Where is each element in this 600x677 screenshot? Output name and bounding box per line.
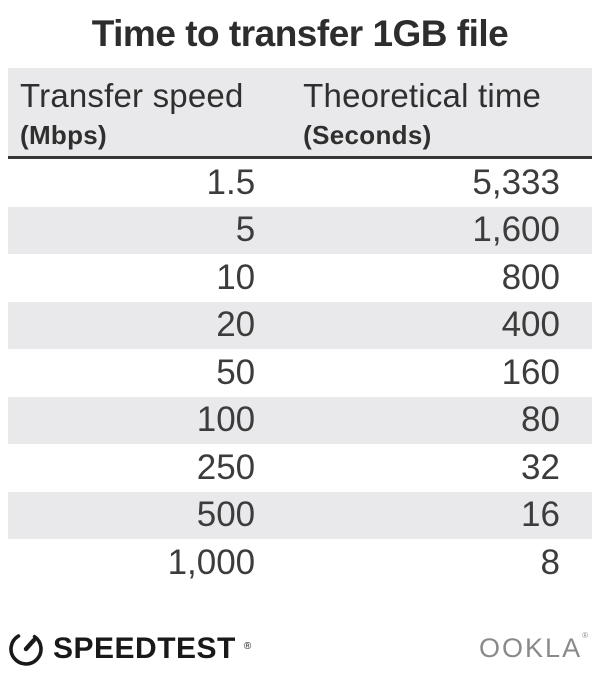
speed-cell: 1.5: [206, 162, 256, 202]
table-row: 20 400: [8, 301, 592, 349]
table-row: 10 800: [8, 254, 592, 302]
table-row: 100 80: [8, 396, 592, 444]
time-cell: 1,600: [472, 210, 560, 250]
time-cell: 80: [521, 400, 560, 440]
time-cell: 16: [521, 495, 560, 535]
speed-cell: 500: [196, 495, 256, 535]
column-header-time: Theoretical time (Seconds): [294, 77, 592, 156]
time-cell: 400: [501, 305, 560, 345]
speedtest-gauge-icon: [7, 630, 45, 668]
speedtest-logo: SPEEDTEST ®: [7, 630, 251, 668]
speed-cell: 100: [196, 400, 256, 440]
ookla-wordmark: OOKLA: [479, 633, 583, 663]
speed-cell: 50: [216, 352, 256, 392]
speedtest-trademark: ®: [243, 641, 252, 652]
speedtest-wordmark: SPEEDTEST: [53, 631, 236, 665]
column-unit-time: (Seconds): [303, 120, 432, 150]
time-cell: 5,333: [472, 162, 560, 202]
table-header: Transfer speed (Mbps) Theoretical time (…: [8, 68, 592, 159]
speed-cell: 5: [235, 210, 256, 250]
page-title: Time to transfer 1GB file: [91, 13, 509, 54]
ookla-logo: OOKLA®: [479, 631, 590, 664]
table-row: 1.5 5,333: [8, 159, 592, 207]
table-row: 50 160: [8, 349, 592, 397]
speed-cell: 10: [216, 257, 256, 297]
footer: SPEEDTEST ® OOKLA®: [7, 630, 590, 668]
table-row: 250 32: [8, 444, 592, 492]
time-cell: 8: [540, 542, 560, 582]
time-cell: 800: [501, 257, 560, 297]
column-label-speed: Transfer speed: [20, 77, 244, 114]
time-cell: 160: [501, 352, 560, 392]
transfer-time-table: Transfer speed (Mbps) Theoretical time (…: [8, 68, 592, 587]
column-unit-speed: (Mbps): [20, 120, 107, 150]
ookla-trademark: ®: [582, 631, 590, 640]
table-row: 500 16: [8, 491, 592, 539]
speed-cell: 250: [196, 447, 256, 487]
speed-cell: 20: [216, 305, 256, 345]
time-cell: 32: [521, 447, 560, 487]
table-row: 1,000 8: [8, 539, 592, 587]
table-row: 5 1,600: [8, 206, 592, 254]
speed-cell: 1,000: [167, 542, 256, 582]
column-header-speed: Transfer speed (Mbps): [8, 77, 294, 156]
column-label-time: Theoretical time: [303, 77, 542, 114]
